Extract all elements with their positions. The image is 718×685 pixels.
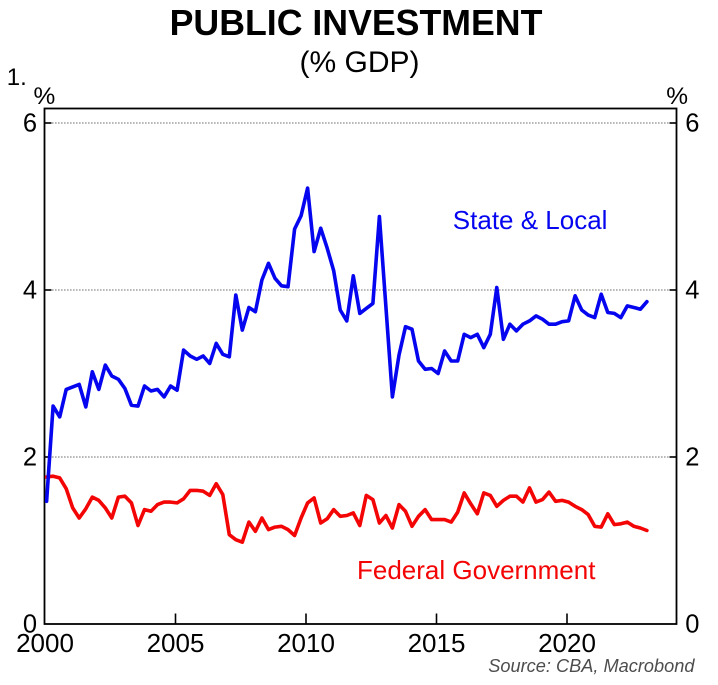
svg-text:0: 0 — [685, 610, 699, 638]
svg-text:2000: 2000 — [16, 628, 74, 658]
svg-text:Source: CBA, Macrobond: Source: CBA, Macrobond — [488, 656, 695, 676]
svg-text:%: % — [34, 83, 56, 110]
svg-text:2010: 2010 — [277, 628, 335, 658]
svg-text:(% GDP): (% GDP) — [300, 46, 420, 79]
svg-text:2020: 2020 — [538, 628, 596, 658]
svg-text:6: 6 — [23, 109, 37, 137]
svg-text:Federal Government: Federal Government — [357, 555, 596, 585]
svg-text:4: 4 — [685, 276, 699, 304]
svg-text:2015: 2015 — [408, 628, 466, 658]
svg-text:4: 4 — [23, 276, 37, 304]
svg-text:6: 6 — [685, 109, 699, 137]
svg-text:0: 0 — [23, 610, 37, 638]
svg-text:2005: 2005 — [147, 628, 205, 658]
svg-text:2: 2 — [23, 443, 37, 471]
svg-text:State & Local: State & Local — [453, 205, 608, 235]
svg-text:1.: 1. — [7, 64, 27, 91]
svg-text:2: 2 — [685, 443, 699, 471]
svg-text:PUBLIC INVESTMENT: PUBLIC INVESTMENT — [170, 3, 543, 43]
svg-text:%: % — [666, 83, 688, 110]
